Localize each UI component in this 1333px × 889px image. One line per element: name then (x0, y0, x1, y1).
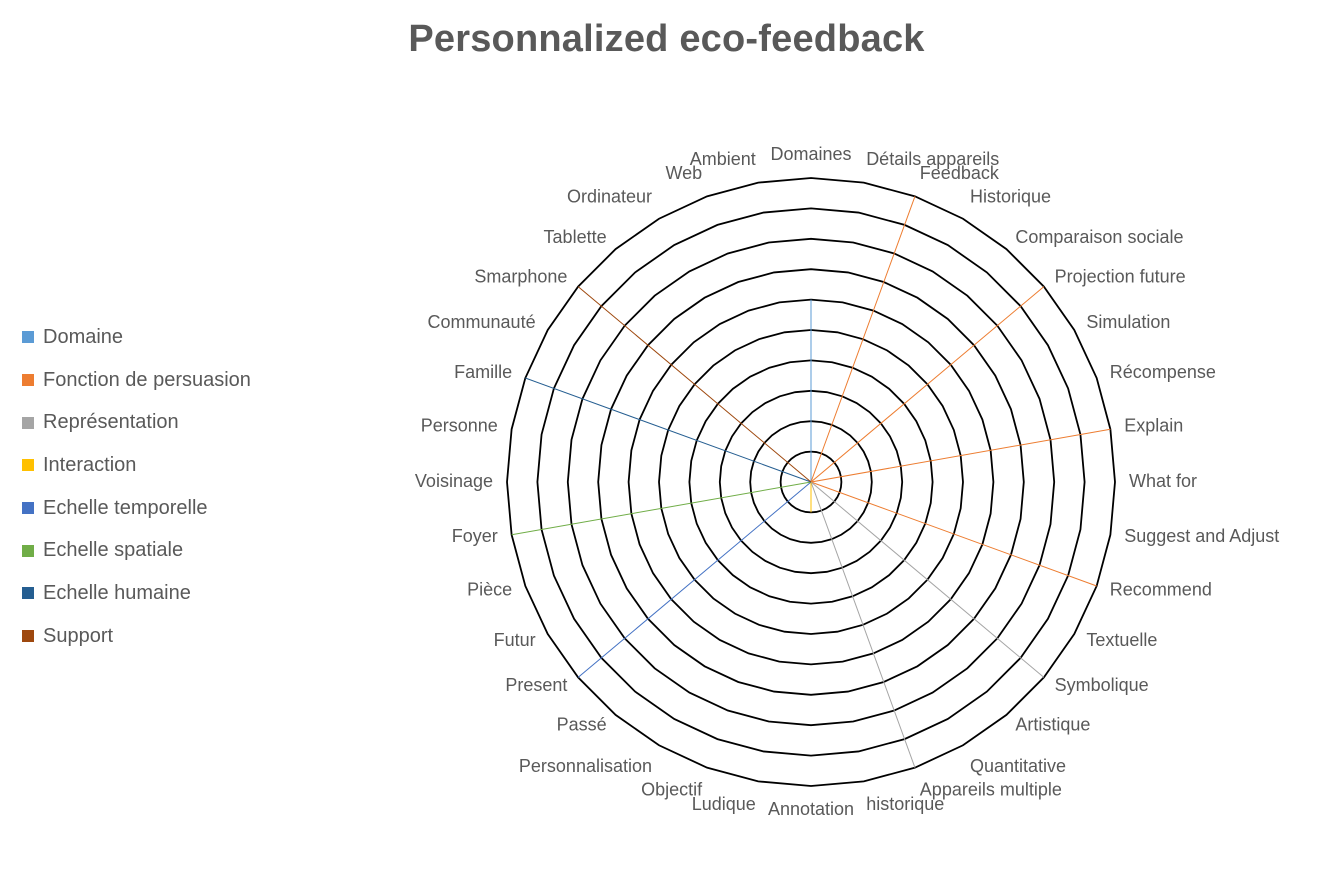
category-label: Passé (557, 714, 607, 734)
category-label: Personne (421, 416, 498, 436)
legend-swatch (22, 630, 34, 643)
grid-ring (597, 268, 1025, 696)
category-label: Domaines (770, 144, 851, 164)
legend-label: Echelle spatiale (43, 539, 184, 562)
legend-label: Support (43, 624, 114, 647)
grid-ring (688, 359, 934, 605)
category-label: Feedback (920, 163, 1000, 183)
legend-swatch (22, 331, 34, 344)
legend-swatch (22, 374, 34, 387)
category-label: Voisinage (415, 471, 493, 491)
legend-swatch (22, 544, 34, 557)
grid-ring (506, 177, 1116, 787)
legend-label: Interaction (43, 453, 137, 476)
legend-item[interactable]: Echelle temporelle (22, 487, 251, 530)
category-label: Annotation (768, 799, 854, 819)
category-label: Objectif (641, 780, 703, 800)
chart-title: Personnalized eco-feedback (408, 18, 925, 60)
category-label: Artistique (1015, 714, 1090, 734)
legend-item[interactable]: Fonction de persuasion (22, 359, 251, 402)
category-label: Smarphone (474, 266, 567, 286)
category-label: Explain (1124, 416, 1183, 436)
grid-ring (536, 207, 1086, 757)
radar-grid (506, 177, 1116, 787)
legend-label: Fonction de persuasion (43, 368, 251, 391)
grid-ring (566, 237, 1056, 727)
legend-swatch (22, 502, 34, 515)
category-label: Comparaison sociale (1015, 227, 1183, 247)
category-label: Ambient (690, 149, 756, 169)
category-label: Symbolique (1055, 675, 1149, 695)
category-label: Tablette (544, 227, 607, 247)
category-label: Communauté (428, 312, 536, 332)
legend-swatch (22, 587, 34, 600)
category-label: What for (1129, 471, 1197, 491)
category-label: Simulation (1086, 312, 1170, 332)
legend-swatch (22, 416, 34, 429)
category-label: Present (505, 675, 567, 695)
legend-item[interactable]: Représentation (22, 401, 251, 444)
category-label: Pièce (467, 580, 512, 600)
legend-item[interactable]: Echelle spatiale (22, 529, 251, 572)
legend: Domaine Fonction de persuasion Représentat… (22, 316, 251, 658)
category-label: Foyer (452, 526, 498, 546)
legend-item[interactable]: Echelle humaine (22, 572, 251, 615)
category-label: Famille (454, 362, 512, 382)
series-area-echelle-spatiale[interactable] (511, 481, 812, 536)
grid-ring (749, 420, 873, 544)
legend-label: Représentation (43, 411, 179, 434)
category-label: Web (666, 163, 703, 183)
legend-label: Domaine (43, 325, 124, 348)
category-label: historique (866, 794, 944, 814)
category-label: Suggest and Adjust (1124, 526, 1279, 546)
grid-ring (718, 389, 904, 575)
legend-item[interactable]: Support (22, 615, 251, 658)
category-label: Futur (494, 630, 536, 650)
category-label: Historique (970, 187, 1051, 207)
series-area-echelle-temporelle[interactable] (577, 481, 812, 678)
grid-ring (627, 298, 995, 666)
category-label: Ordinateur (567, 187, 652, 207)
category-label: Projection future (1055, 266, 1186, 286)
category-label: Quantitative (970, 756, 1066, 776)
legend-item[interactable]: Interaction (22, 444, 251, 487)
legend-label: Echelle temporelle (43, 496, 208, 519)
legend-label: Echelle humaine (43, 581, 191, 604)
category-label: Détails appareils (866, 149, 999, 169)
legend-item[interactable]: Domaine (22, 316, 251, 359)
series-area-echelle-humaine[interactable] (525, 377, 812, 483)
category-label: Personnalisation (519, 756, 652, 776)
grid-ring (658, 329, 964, 635)
category-label: Ludique (692, 794, 756, 814)
category-label: Récompense (1110, 362, 1216, 382)
category-label: Appareils multiple (920, 780, 1062, 800)
category-label: Textuelle (1086, 630, 1157, 650)
category-label: Recommend (1110, 580, 1212, 600)
radar-series-group (511, 196, 1111, 768)
series-area-support[interactable] (577, 286, 812, 483)
legend-swatch (22, 459, 34, 472)
